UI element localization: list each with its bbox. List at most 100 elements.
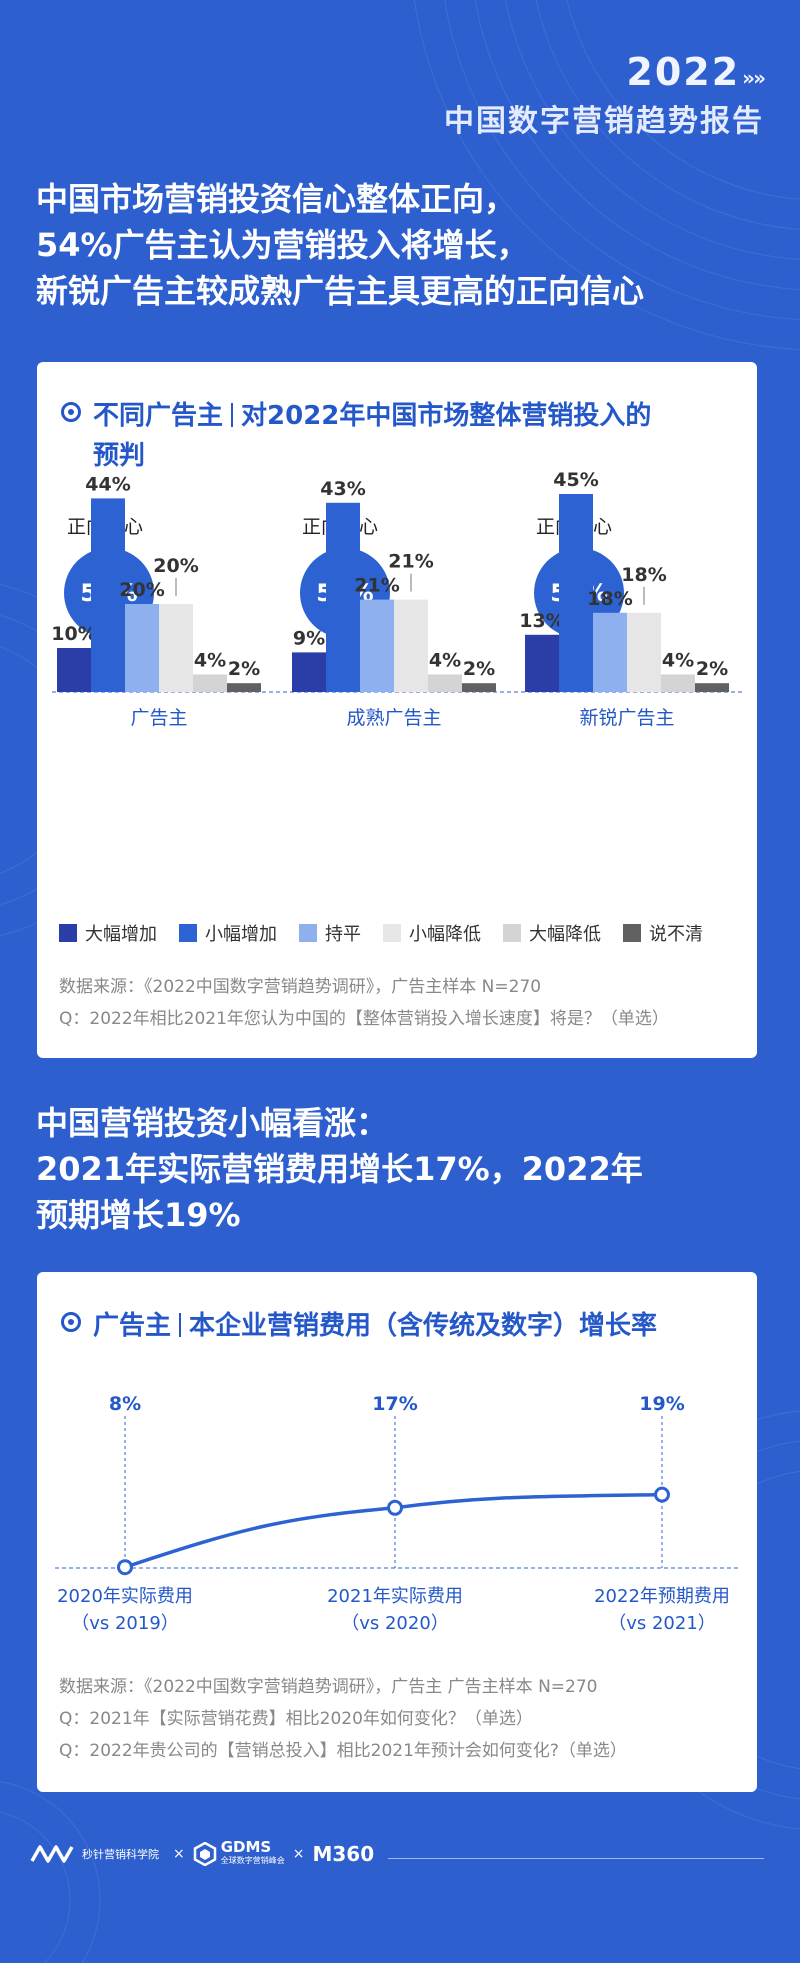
point-value-label: 19%: [639, 1393, 684, 1415]
brand-subtitle: 中国数字营销趋势报告: [444, 104, 764, 139]
bar-value-label: 2%: [696, 658, 728, 680]
survey-question-note: Q：2022年相比2021年您认为中国的【整体营销投入增长速度】将是？（单选）: [59, 1009, 669, 1029]
bar-value-label: 43%: [320, 478, 365, 500]
gdms-logo: GDMS 全球数字营销峰会: [220, 1838, 285, 1866]
bar-value-label: 20%: [119, 579, 164, 601]
headline-confidence: 中国市场营销投资信心整体正向， 54%广告主认为营销投入将增长， 新锐广告主较成…: [36, 176, 644, 314]
collab-sign: ×: [292, 1846, 305, 1862]
bar-value-label: 4%: [662, 649, 694, 671]
x-axis-label: 2021年实际费用: [327, 1586, 463, 1607]
bar: [159, 604, 193, 692]
bar-value-label: 18%: [621, 564, 666, 586]
legend-item: 说不清: [623, 920, 703, 946]
x-axis-label: （vs 2019）: [71, 1613, 179, 1634]
bar: [193, 674, 227, 692]
target-icon: [61, 1312, 81, 1332]
bar-value-label: 18%: [587, 588, 632, 610]
bar-value-label: 44%: [85, 473, 130, 495]
x-axis-label: （vs 2021）: [608, 1613, 716, 1634]
target-icon: [61, 402, 81, 422]
bar: [462, 683, 496, 692]
card-marketing-cost-growth: 广告主 本企业营销费用（含传统及数字）增长率 8% 2020年实际费用 （vs 201…: [37, 1272, 757, 1792]
category-label: 新锐广告主: [579, 707, 674, 729]
legend-swatch: [623, 924, 641, 942]
card-title: 不同广告主 对2022年中国市场整体营销投入的 预判: [61, 396, 741, 476]
legend-item: 小幅增加: [179, 920, 277, 946]
miaozhen-logo-text: 秒针营销科学院: [82, 1848, 159, 1861]
bar-value-label: 13%: [519, 610, 564, 632]
bar-value-label: 20%: [153, 555, 198, 577]
legend-swatch: [299, 924, 317, 942]
chart-legend: 大幅增加 小幅增加 持平 小幅降低 大幅降低 说不清: [59, 920, 725, 946]
title-separator: [179, 1313, 182, 1337]
bar: [91, 498, 125, 692]
bar: [125, 604, 159, 692]
miaozhen-logo-icon: [30, 1845, 74, 1863]
headline-growth: 中国营销投资小幅看涨： 2021年实际营销费用增长17%，2022年 预期增长1…: [36, 1100, 643, 1238]
arrows-icon: »»: [742, 66, 766, 90]
bar-value-label: 9%: [293, 627, 325, 649]
title-separator: [231, 403, 234, 427]
collab-sign: ×: [173, 1846, 185, 1862]
point-value-label: 8%: [109, 1393, 141, 1415]
legend-item: 持平: [299, 920, 361, 946]
bar-value-label: 2%: [228, 658, 260, 680]
gdms-logo-icon: [193, 1842, 216, 1866]
survey-question-note: Q：2022年贵公司的【营销总投入】相比2021年预计会如何变化?（单选）: [59, 1741, 627, 1761]
data-point: [117, 1559, 133, 1576]
bar: [326, 502, 360, 692]
bar: [525, 634, 559, 692]
report-brand: 2022»» 中国数字营销趋势报告: [444, 50, 766, 140]
point-value-label: 17%: [372, 1393, 417, 1415]
line-chart: 8% 2020年实际费用 （vs 2019） 17% 2021年实际费用 （vs 2020…: [55, 1393, 739, 1634]
data-source-note: 数据来源：《2022中国数字营销趋势调研》，广告主样本 N=270: [59, 977, 542, 997]
bar-value-label: 4%: [194, 649, 226, 671]
headline-line: 中国市场营销投资信心整体正向，: [36, 180, 517, 218]
card-title: 广告主 本企业营销费用（含传统及数字）增长率: [61, 1306, 741, 1346]
bar: [57, 648, 91, 692]
data-point: [387, 1499, 403, 1516]
headline-line: 2021年实际营销费用增长17%，2022年: [36, 1150, 643, 1188]
data-point: [654, 1486, 670, 1503]
bar: [559, 494, 593, 692]
legend-item: 大幅降低: [503, 920, 601, 946]
legend-item: 大幅增加: [59, 920, 157, 946]
survey-question-note: Q：2021年【实际营销花费】相比2020年如何变化？（单选）: [59, 1709, 533, 1729]
bar-value-label: 45%: [553, 469, 598, 491]
footer-logos: 秒针营销科学院 × GDMS 全球数字营销峰会 × M360: [30, 1840, 374, 1868]
legend-swatch: [503, 924, 521, 942]
m360-logo: M360: [312, 1842, 375, 1866]
headline-line: 54%广告主认为营销投入将增长，: [36, 226, 529, 264]
bar-value-label: 2%: [463, 658, 495, 680]
bar: [428, 674, 462, 692]
legend-swatch: [59, 924, 77, 942]
bar: [227, 683, 261, 692]
category-label: 广告主: [130, 707, 187, 729]
bar-value-label: 21%: [388, 551, 433, 573]
bar-value-label: 4%: [429, 649, 461, 671]
bar: [627, 612, 661, 692]
bar-value-label: 21%: [354, 575, 399, 597]
brand-year: 2022»»: [626, 50, 766, 94]
bar-value-label: 10%: [51, 623, 96, 645]
headline-line: 新锐广告主较成熟广告主具更高的正向信心: [36, 272, 645, 310]
data-source-note: 数据来源：《2022中国数字营销趋势调研》，广告主 广告主样本 N=270: [59, 1677, 598, 1697]
bar: [695, 683, 729, 692]
bar: [394, 599, 428, 692]
x-axis-label: 2022年预期费用: [594, 1586, 730, 1607]
category-label: 成熟广告主: [346, 707, 441, 729]
x-axis-label: （vs 2020）: [341, 1613, 449, 1634]
bar: [292, 652, 326, 692]
headline-line: 中国营销投资小幅看涨：: [36, 1104, 389, 1142]
legend-item: 小幅降低: [383, 920, 481, 946]
x-axis-label: 2020年实际费用: [57, 1586, 193, 1607]
bar: [360, 599, 394, 692]
legend-swatch: [383, 924, 401, 942]
legend-swatch: [179, 924, 197, 942]
bar: [593, 612, 627, 692]
headline-line: 预期增长19%: [36, 1196, 241, 1234]
footer-divider: [388, 1858, 764, 1859]
bar: [661, 674, 695, 692]
